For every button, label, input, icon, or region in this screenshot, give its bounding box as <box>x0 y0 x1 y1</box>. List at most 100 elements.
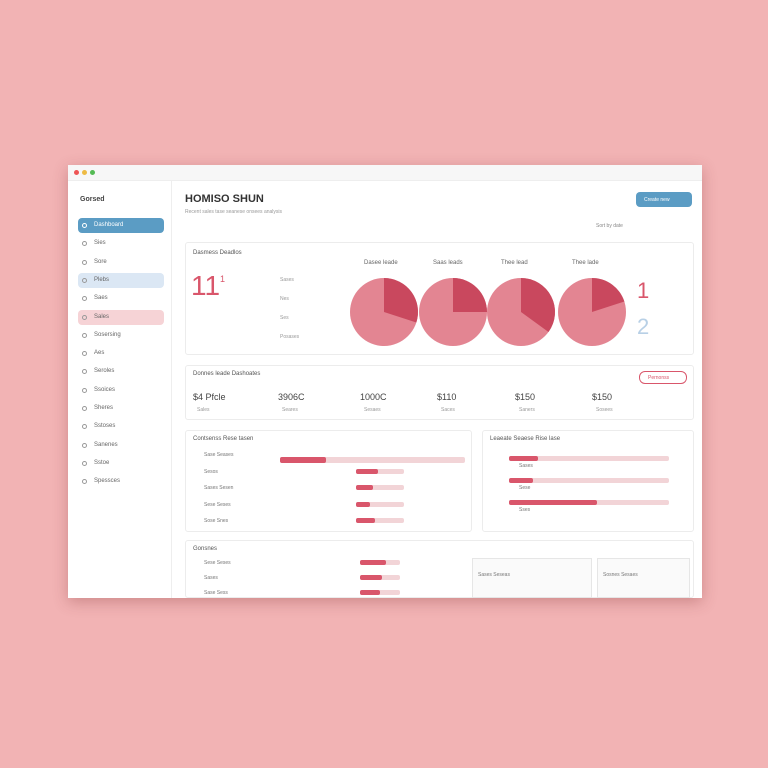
nav-item[interactable]: Sstoses <box>94 423 116 430</box>
progress-bar <box>360 575 382 580</box>
nav-item[interactable]: Sstoe <box>94 459 110 466</box>
stat-label: Sales <box>197 407 210 413</box>
nav-icon <box>82 314 87 320</box>
pie-label: Thee lead <box>501 260 528 266</box>
create-button[interactable]: Create new <box>636 192 692 207</box>
progress-track <box>360 590 400 595</box>
nav-icon <box>82 424 87 430</box>
progress-track <box>509 456 669 461</box>
nav-item[interactable]: Sore <box>94 258 107 265</box>
nav-item[interactable]: Sies <box>94 240 106 247</box>
nav-item[interactable]: Sheres <box>94 405 114 411</box>
card-title: Contsenss Rese tasen <box>193 436 254 442</box>
progress-bar <box>356 518 376 523</box>
pie-label: Dasee leade <box>364 260 398 266</box>
nav-item[interactable]: Seroles <box>94 368 115 375</box>
nav-item[interactable]: Sanenes <box>94 441 118 448</box>
nav-icon <box>82 369 87 375</box>
nav-item[interactable]: Spessces <box>94 478 121 485</box>
progress-bar <box>509 456 538 461</box>
overview-row: Posases <box>280 334 300 340</box>
nav-item[interactable]: Plebs <box>94 276 110 283</box>
nav-icon <box>82 460 87 466</box>
progress-track <box>356 468 404 474</box>
card <box>185 365 694 420</box>
row-label: Sesos <box>204 468 218 475</box>
brand: Gorsed <box>80 196 105 203</box>
pie-slice <box>592 278 625 312</box>
progress-bar <box>356 468 378 474</box>
stat-value: $4 Pfcle <box>193 392 226 402</box>
sort-filter[interactable]: Sort by date <box>596 223 623 229</box>
stat-label: Saners <box>519 407 535 413</box>
progress-track <box>509 478 669 483</box>
row-label: Sose Snes <box>204 518 229 524</box>
nav-icon <box>82 296 87 302</box>
row-label: Sese Seses <box>204 560 231 566</box>
nav-item[interactable]: Sales <box>94 313 110 320</box>
card-title: Gonsnes <box>193 546 218 552</box>
summary-button[interactable]: Pernonss <box>639 371 687 384</box>
title-bar <box>68 165 702 181</box>
row-label: Sses <box>519 507 531 513</box>
small-number: 1 <box>220 274 226 284</box>
progress-bar <box>360 590 380 595</box>
overview-row: Ses <box>280 315 289 321</box>
pie-slice <box>453 278 487 312</box>
row-label: Sese Seses <box>204 501 231 508</box>
row-label: Sase Seases <box>204 452 234 458</box>
nav-icon <box>82 223 87 228</box>
pie-label: Saas leads <box>433 260 463 266</box>
nav-item-bg[interactable] <box>78 272 164 288</box>
row-label: Sases <box>204 575 218 581</box>
card-title: Donnes leade Dashoates <box>193 371 261 377</box>
card-title: Leaeate Seaese Rise lase <box>490 436 561 442</box>
nav-item[interactable]: Saes <box>94 295 108 302</box>
stat-value: $150 <box>515 392 536 402</box>
stat-value: 3906C <box>278 392 305 402</box>
info-box <box>472 558 592 598</box>
side-number: 1 <box>637 278 650 303</box>
progress-track <box>356 501 404 507</box>
info-box-text: Sases Seseas <box>478 572 510 578</box>
window-dot <box>90 170 95 175</box>
stat-label: Sesaes <box>364 407 381 413</box>
nav-icon <box>82 259 87 265</box>
nav-item-bg[interactable] <box>78 309 164 325</box>
nav-icon <box>82 241 87 247</box>
pie-label: Thee lade <box>572 260 599 266</box>
nav-icon <box>82 442 87 448</box>
stat-value: $110 <box>437 392 457 402</box>
progress-track <box>356 485 404 490</box>
nav-item-bg[interactable] <box>78 218 164 233</box>
overview-row: Sases <box>280 277 294 283</box>
page-subtitle: Recent sales tase seanese onsees analysi… <box>185 209 283 215</box>
nav-icon <box>82 277 87 283</box>
sidebar <box>68 181 172 598</box>
progress-track <box>356 518 404 523</box>
progress-track <box>280 457 465 463</box>
info-box-text: Sosnes Sesaes <box>603 572 638 578</box>
progress-bar <box>356 485 373 490</box>
side-number: 2 <box>637 314 650 339</box>
nav-item[interactable]: Dashboard <box>94 222 124 228</box>
pie-slice <box>521 278 556 332</box>
card-title: Dasmess Deadlos <box>193 250 242 256</box>
nav-item[interactable]: Aes <box>94 350 105 357</box>
nav-icon <box>82 387 87 393</box>
card <box>185 430 472 532</box>
info-box <box>597 558 690 598</box>
progress-bar <box>509 478 533 483</box>
nav-icon <box>82 479 87 485</box>
nav-item[interactable]: Ssoices <box>94 386 116 393</box>
progress-bar <box>280 457 327 463</box>
stat-value: $150 <box>592 392 613 402</box>
row-label: Sases <box>519 463 533 469</box>
row-label: Sase Sess <box>204 590 228 596</box>
window-dot <box>82 170 87 175</box>
row-label: Sese <box>519 485 531 491</box>
nav-item[interactable]: Sosersing <box>94 331 121 338</box>
nav-icon <box>82 351 87 357</box>
progress-bar <box>356 501 371 507</box>
